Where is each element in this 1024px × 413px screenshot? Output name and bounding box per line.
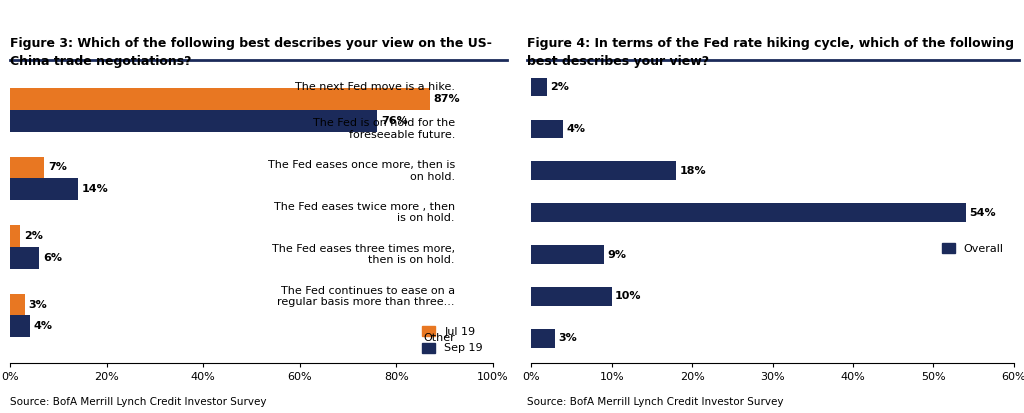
Text: Source: BofA Merrill Lynch Credit Investor Survey: Source: BofA Merrill Lynch Credit Invest… bbox=[10, 397, 266, 407]
Text: 87%: 87% bbox=[434, 94, 461, 104]
Text: Source: BofA Merrill Lynch Credit Investor Survey: Source: BofA Merrill Lynch Credit Invest… bbox=[527, 397, 783, 407]
Bar bbox=[531, 203, 966, 222]
Bar bbox=[10, 294, 25, 316]
Bar bbox=[531, 119, 563, 138]
Text: 18%: 18% bbox=[679, 166, 706, 176]
Bar bbox=[531, 245, 604, 264]
Bar bbox=[531, 78, 548, 97]
Text: 2%: 2% bbox=[24, 231, 43, 241]
Text: 3%: 3% bbox=[29, 299, 47, 309]
Bar bbox=[10, 225, 19, 247]
Bar bbox=[531, 287, 611, 306]
Text: China trade negotiations?: China trade negotiations? bbox=[10, 55, 191, 68]
Bar bbox=[10, 178, 78, 200]
Text: 6%: 6% bbox=[43, 253, 62, 263]
Bar bbox=[10, 247, 39, 269]
Text: 14%: 14% bbox=[82, 184, 109, 195]
Legend: Jul 19, Sep 19: Jul 19, Sep 19 bbox=[418, 322, 487, 358]
Bar bbox=[10, 316, 30, 337]
Text: 7%: 7% bbox=[48, 162, 67, 173]
Text: Figure 3: Which of the following best describes your view on the US-: Figure 3: Which of the following best de… bbox=[10, 37, 493, 50]
Text: Figure 4: In terms of the Fed rate hiking cycle, which of the following: Figure 4: In terms of the Fed rate hikin… bbox=[527, 37, 1015, 50]
Text: 2%: 2% bbox=[551, 82, 569, 92]
Bar bbox=[10, 110, 377, 132]
Text: 4%: 4% bbox=[566, 124, 586, 134]
Bar bbox=[10, 157, 44, 178]
Text: 9%: 9% bbox=[607, 249, 626, 259]
Bar bbox=[10, 88, 430, 110]
Text: 54%: 54% bbox=[969, 208, 995, 218]
Bar bbox=[531, 329, 555, 348]
Legend: Overall: Overall bbox=[937, 239, 1009, 259]
Text: 3%: 3% bbox=[559, 333, 578, 343]
Text: best describes your view?: best describes your view? bbox=[527, 55, 710, 68]
Text: 4%: 4% bbox=[34, 321, 52, 332]
Text: 10%: 10% bbox=[615, 292, 641, 301]
Bar bbox=[531, 161, 676, 180]
Text: 76%: 76% bbox=[381, 116, 408, 126]
